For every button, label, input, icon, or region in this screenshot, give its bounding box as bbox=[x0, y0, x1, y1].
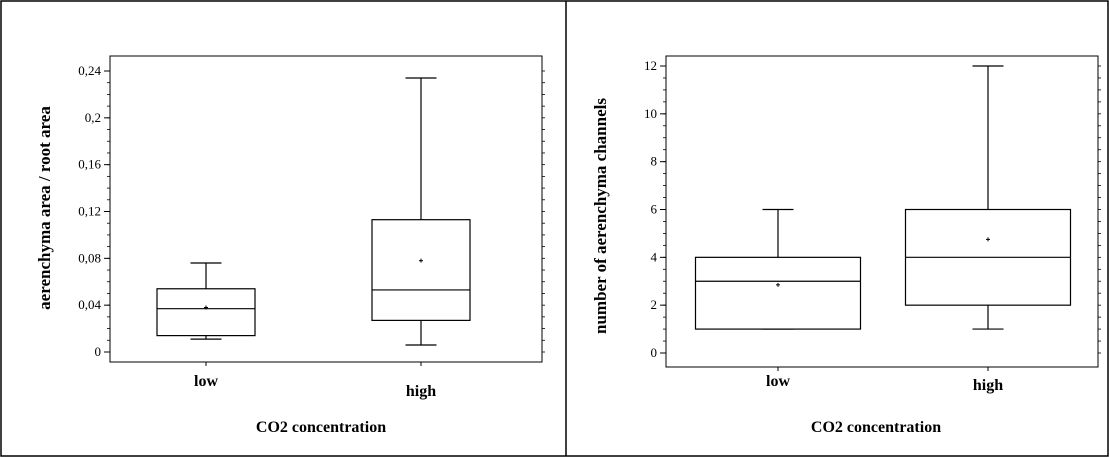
y-tick-label: 0,24 bbox=[78, 63, 101, 78]
y-tick-label: 0 bbox=[651, 345, 658, 360]
y-tick-label: 0,04 bbox=[78, 297, 101, 312]
x-axis-label: CO2 concentration bbox=[256, 419, 386, 436]
box-series bbox=[694, 65, 1072, 330]
iqr-box bbox=[371, 219, 471, 321]
y-tick-label: 4 bbox=[651, 249, 658, 264]
x-category-labels: low high bbox=[194, 373, 436, 400]
y-tick-label: 0 bbox=[95, 344, 102, 359]
y-axis-label: number of aerenchyma channels bbox=[591, 98, 610, 334]
box-series bbox=[156, 77, 471, 346]
y-tick-label: 0,2 bbox=[85, 110, 101, 125]
chart-aerenchyma-area: aerenchyma area / root area CO2 concentr… bbox=[35, 55, 545, 436]
y-tick-label: 10 bbox=[644, 106, 657, 121]
y-tick-label: 2 bbox=[651, 297, 658, 312]
x-category-label: low bbox=[766, 373, 790, 390]
y-tick-label: 0,12 bbox=[78, 204, 101, 219]
box-low bbox=[694, 208, 862, 330]
y-tick-label: 6 bbox=[651, 202, 658, 217]
y-tick-label: 12 bbox=[644, 58, 657, 73]
plot-frame bbox=[109, 55, 543, 363]
y-tick-label: 0,16 bbox=[78, 157, 101, 172]
iqr-box bbox=[156, 288, 256, 337]
box-high bbox=[371, 77, 471, 346]
box-high bbox=[904, 65, 1072, 330]
iqr-box bbox=[694, 256, 862, 330]
x-category-label: high bbox=[973, 377, 1003, 394]
x-category-label: low bbox=[194, 373, 218, 390]
y-axis-ticks: 0 2 4 6 8 10 12 bbox=[644, 58, 1101, 371]
box-low bbox=[156, 262, 256, 340]
x-category-labels: low high bbox=[766, 373, 1003, 394]
y-tick-label: 8 bbox=[651, 154, 658, 169]
y-axis-ticks: 0 0,04 0,08 0,12 0,16 0,2 0,24 bbox=[78, 63, 545, 366]
y-tick-label: 0,08 bbox=[78, 250, 101, 265]
plot-frame bbox=[665, 55, 1099, 368]
x-category-label: high bbox=[406, 383, 436, 400]
chart-aerenchyma-channels: number of aerenchyma channels CO2 concen… bbox=[591, 55, 1101, 436]
y-axis-label: aerenchyma area / root area bbox=[35, 106, 54, 310]
x-axis-label: CO2 concentration bbox=[811, 419, 941, 436]
